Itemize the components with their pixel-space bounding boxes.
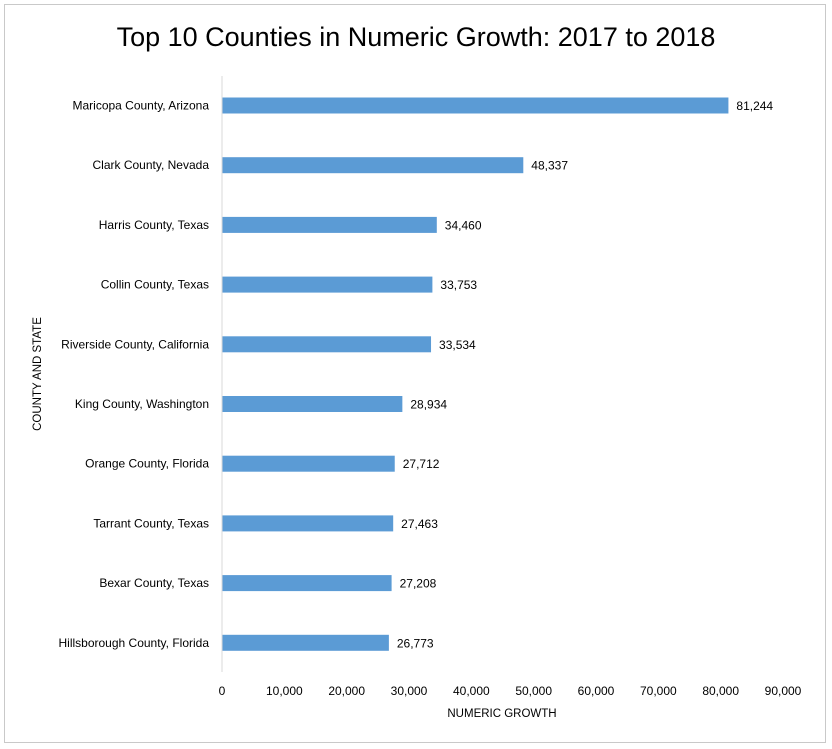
x-tick-label: 80,000 xyxy=(702,684,739,698)
category-label: Collin County, Texas xyxy=(101,278,209,292)
bars-layer xyxy=(222,97,729,651)
x-tick-label: 90,000 xyxy=(765,684,802,698)
category-label: Maricopa County, Arizona xyxy=(72,99,209,113)
data-label: 34,460 xyxy=(445,218,482,232)
bar xyxy=(222,575,392,592)
y-axis-title: COUNTY AND STATE xyxy=(32,317,44,431)
category-labels: Maricopa County, Arizona Clark County, Ne… xyxy=(58,99,209,650)
data-label: 33,534 xyxy=(439,338,476,352)
category-label: Bexar County, Texas xyxy=(99,576,209,590)
data-label: 33,753 xyxy=(440,278,477,292)
x-tick-label: 50,000 xyxy=(515,684,552,698)
category-label: King County, Washington xyxy=(75,397,209,411)
bar xyxy=(222,634,389,651)
data-label: 27,208 xyxy=(400,577,437,591)
data-label: 81,244 xyxy=(736,99,773,113)
x-tick-label: 10,000 xyxy=(266,684,303,698)
x-tick-label: 60,000 xyxy=(578,684,615,698)
data-labels: 81,244 48,337 34,460 33,753 33,534 28,934 27,7… xyxy=(397,99,774,650)
category-label: Tarrant County, Texas xyxy=(93,516,209,530)
x-tick-labels: 0 10,000 20,000 30,000 40,000 50,000 60,000 70,… xyxy=(219,684,802,698)
chart-title: Top 10 Counties in Numeric Growth: 2017 … xyxy=(116,22,716,52)
bar xyxy=(222,396,403,412)
bar xyxy=(222,97,729,114)
x-tick-label: 30,000 xyxy=(391,684,428,698)
x-tick-label: 70,000 xyxy=(640,684,677,698)
bar xyxy=(222,216,437,233)
x-axis-title: NUMERIC GROWTH xyxy=(447,708,556,720)
bar xyxy=(222,276,433,293)
x-tick-label: 0 xyxy=(219,684,226,698)
x-tick-label: 20,000 xyxy=(328,684,365,698)
chart-frame xyxy=(4,4,826,743)
category-label: Harris County, Texas xyxy=(99,218,209,232)
category-label: Riverside County, California xyxy=(61,337,209,351)
category-label: Hillsborough County, Florida xyxy=(58,636,209,650)
bar xyxy=(222,157,524,174)
x-tick-label: 40,000 xyxy=(453,684,490,698)
bar xyxy=(222,515,394,532)
data-label: 28,934 xyxy=(410,398,447,412)
bar xyxy=(222,455,395,472)
data-label: 26,773 xyxy=(397,636,434,650)
bar xyxy=(222,336,432,353)
category-label: Orange County, Florida xyxy=(85,457,209,471)
category-label: Clark County, Nevada xyxy=(93,158,210,172)
data-label: 48,337 xyxy=(531,159,568,173)
data-label: 27,463 xyxy=(401,517,438,531)
data-label: 27,712 xyxy=(403,457,440,471)
